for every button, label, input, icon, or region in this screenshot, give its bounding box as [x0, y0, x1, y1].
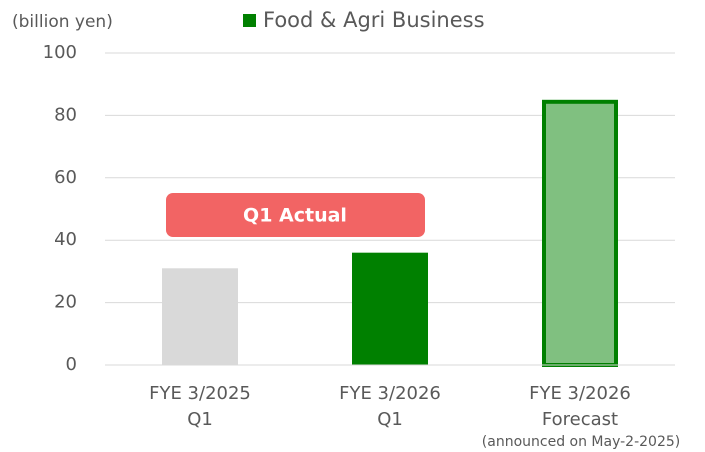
x-tick-label: FYE 3/2025 — [149, 383, 251, 404]
bar — [542, 99, 618, 368]
annotation-box — [166, 193, 425, 237]
y-tick-label: 40 — [54, 229, 77, 250]
y-tick-label: 60 — [54, 167, 77, 188]
x-tick-label: Q1 — [187, 409, 213, 430]
y-tick-label: 20 — [54, 292, 77, 313]
bar — [162, 268, 238, 365]
bar — [352, 252, 428, 365]
x-tick-label: Q1 — [377, 409, 403, 430]
y-tick-label: 80 — [54, 104, 77, 125]
legend-label: Food & Agri Business — [263, 8, 485, 32]
annotation: (announced on May-2-2025) — [482, 434, 680, 450]
y-tick-label: 0 — [66, 354, 77, 375]
x-tick-label: FYE 3/2026 — [529, 383, 631, 404]
y-axis-label: (billion yen) — [12, 12, 113, 32]
legend-swatch — [243, 14, 256, 27]
x-tick-label: FYE 3/2026 — [339, 383, 441, 404]
x-tick-label: Forecast — [542, 409, 618, 430]
annotation: Q1 Actual — [243, 205, 347, 227]
y-tick-label: 100 — [43, 42, 77, 63]
